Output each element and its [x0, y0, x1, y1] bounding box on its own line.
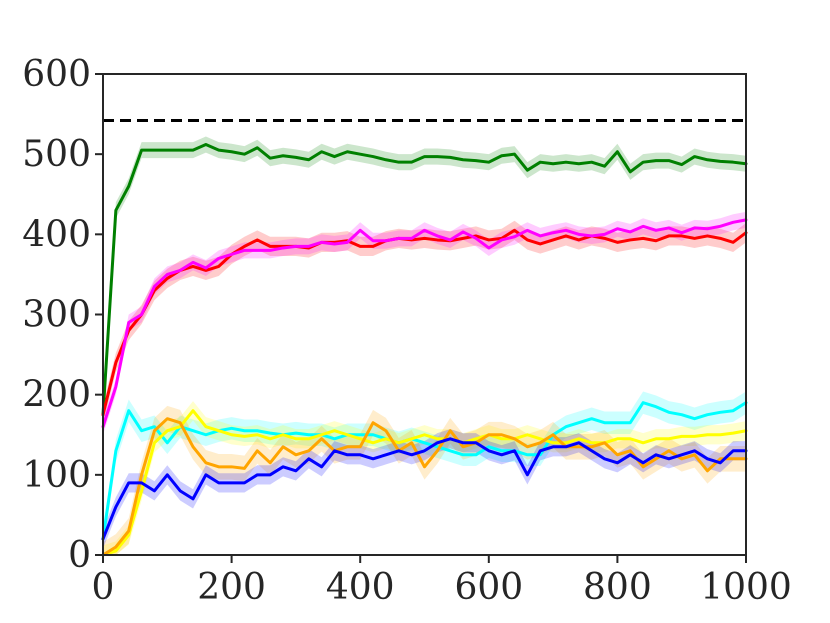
x-tick-label: 0	[92, 567, 115, 608]
series-line-3	[101, 401, 748, 541]
y-tick-label: 400	[22, 214, 91, 255]
y-tick-label: 100	[22, 455, 91, 496]
axes	[95, 73, 747, 563]
y-tick-label: 600	[22, 54, 91, 95]
series-line-6	[101, 437, 748, 541]
x-tick-label: 600	[454, 567, 523, 608]
series-line-4	[101, 409, 748, 557]
y-tick-label: 0	[68, 535, 91, 576]
y-tick-label: 200	[22, 375, 91, 416]
x-tick-label: 800	[583, 567, 652, 608]
series-line-0	[101, 143, 748, 417]
series-line-1	[101, 228, 748, 417]
series-lines	[101, 143, 748, 557]
x-tick-label: 200	[197, 567, 266, 608]
series-band-5	[103, 405, 746, 555]
tick-labels: 0 100 200 300 400 500 600 0 200 400 600 800 1000	[22, 54, 792, 608]
x-tick-label: 1000	[700, 567, 792, 608]
series-line-2	[101, 218, 748, 429]
x-tick-label: 400	[326, 567, 395, 608]
y-tick-label: 300	[22, 295, 91, 336]
series-band-0	[103, 136, 746, 423]
y-tick-label: 500	[22, 134, 91, 175]
confidence-bands	[103, 136, 746, 555]
series-band-6	[103, 429, 746, 549]
series-band-1	[103, 220, 746, 425]
